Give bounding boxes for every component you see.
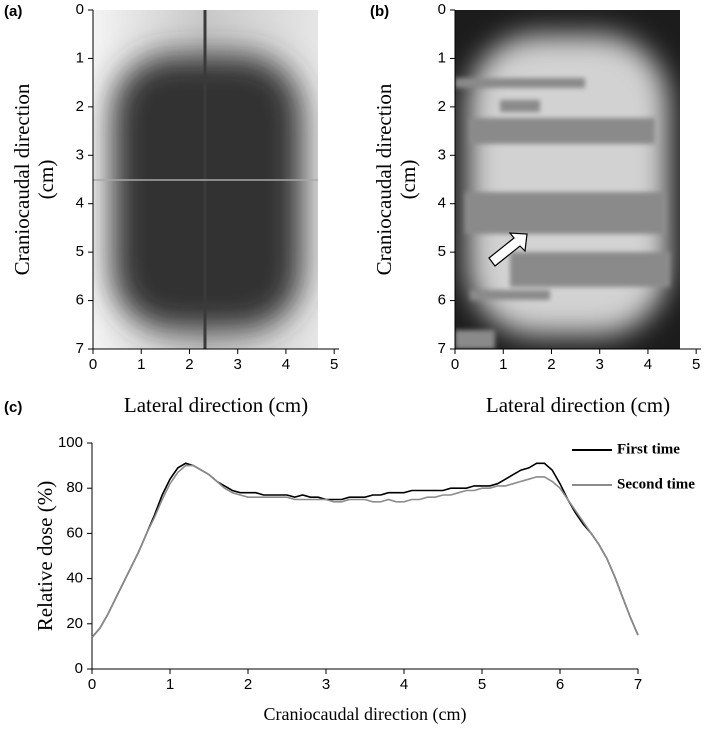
x-tick-label: 0	[451, 356, 459, 373]
y-tick-label: 7	[76, 340, 84, 357]
data-line	[91, 464, 639, 638]
y-tick-label: 2	[438, 98, 446, 115]
y-tick-label: 0	[76, 1, 84, 18]
y-axis-label: (cm)	[34, 160, 58, 200]
x-tick-label: 2	[244, 676, 252, 693]
y-tick-label: 3	[76, 146, 84, 163]
y-tick-label: 2	[76, 98, 84, 115]
x-tick-label: 0	[88, 676, 96, 693]
legend-label: Second time	[617, 476, 695, 492]
x-tick-label: 6	[556, 676, 564, 693]
y-tick-label: 100	[58, 434, 83, 451]
x-tick-label: 1	[499, 356, 507, 373]
x-tick-label: 2	[547, 356, 555, 373]
y-tick-label: 5	[76, 243, 84, 260]
y-tick-label: 6	[76, 292, 84, 309]
y-tick-label: 5	[438, 243, 446, 260]
x-tick-label: 5	[330, 356, 338, 373]
x-tick-label: 4	[644, 356, 652, 373]
x-axis-label: Craniocaudal direction (cm)	[264, 704, 467, 725]
y-axis-label: Craniocaudal direction	[372, 83, 396, 275]
x-tick-label: 3	[322, 676, 330, 693]
y-tick-label: 1	[438, 49, 446, 66]
dose-image-b	[455, 10, 680, 349]
panel-label: (b)	[370, 3, 389, 20]
data-line	[91, 462, 639, 638]
y-tick-label: 4	[438, 195, 446, 212]
y-axis-label: Craniocaudal direction	[10, 83, 34, 275]
y-tick-label: 80	[66, 479, 83, 496]
y-tick-label: 20	[66, 615, 83, 632]
x-axis-label: Lateral direction (cm)	[486, 393, 670, 417]
y-axis-label: Relative dose (%)	[33, 481, 57, 631]
panel-label: (a)	[4, 3, 22, 20]
x-tick-label: 4	[400, 676, 408, 693]
x-tick-label: 4	[282, 356, 290, 373]
x-axis-label: Lateral direction (cm)	[124, 393, 308, 417]
dose-image-a	[93, 10, 318, 349]
x-tick-label: 1	[137, 356, 145, 373]
y-tick-label: 60	[66, 524, 83, 541]
y-tick-label: 4	[76, 195, 84, 212]
y-tick-label: 7	[438, 340, 446, 357]
x-tick-label: 1	[166, 676, 174, 693]
y-axis-label: (cm)	[396, 160, 420, 200]
y-tick-label: 3	[438, 146, 446, 163]
x-tick-label: 3	[234, 356, 242, 373]
y-tick-label: 0	[438, 1, 446, 18]
x-tick-label: 5	[692, 356, 700, 373]
y-tick-label: 40	[66, 570, 83, 587]
legend-label: First time	[617, 441, 680, 457]
y-tick-label: 6	[438, 292, 446, 309]
arrow	[488, 232, 528, 267]
y-tick-label: 1	[76, 49, 84, 66]
x-tick-label: 7	[634, 676, 642, 693]
x-tick-label: 3	[596, 356, 604, 373]
y-tick-label: 0	[75, 660, 83, 677]
panel-label: (c)	[4, 399, 22, 416]
x-tick-label: 0	[89, 356, 97, 373]
x-tick-label: 5	[478, 676, 486, 693]
x-tick-label: 2	[185, 356, 193, 373]
